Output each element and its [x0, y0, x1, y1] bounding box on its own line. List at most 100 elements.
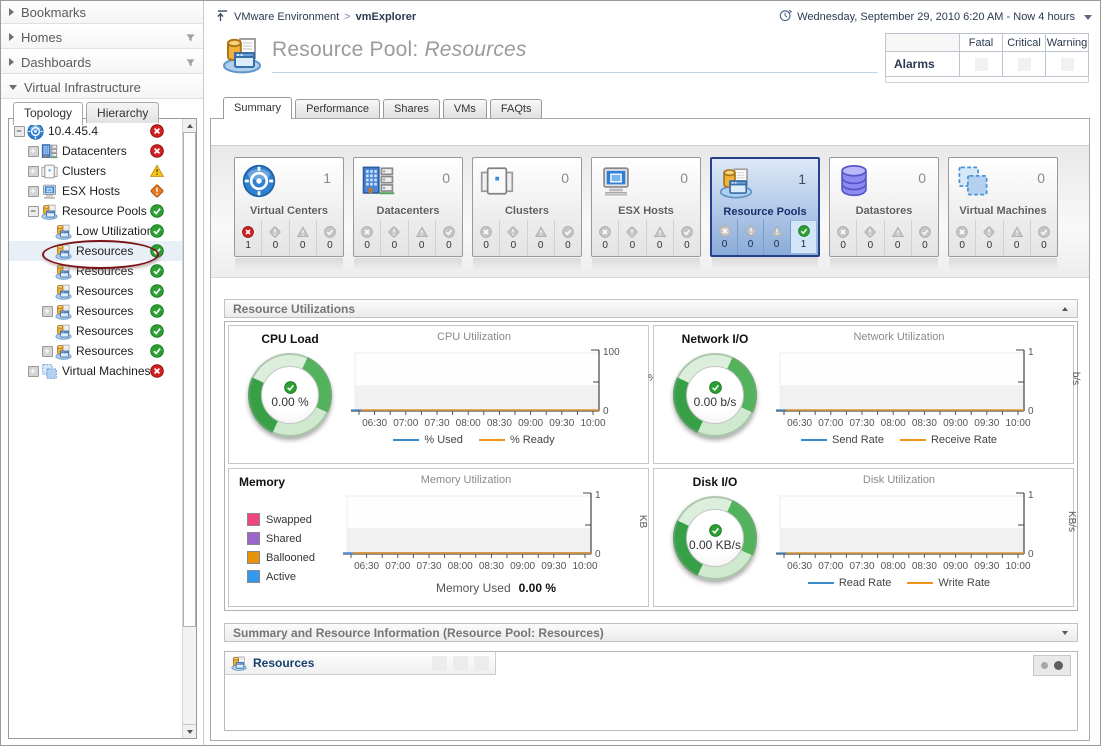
status-cell-fatal[interactable]: 0: [949, 220, 975, 256]
view-dot-icon[interactable]: [1041, 662, 1048, 669]
tree-scrollbar[interactable]: [182, 119, 196, 738]
y-axis-max-label: 1: [1028, 347, 1034, 358]
status-cell-normal[interactable]: 0: [672, 220, 700, 256]
legend-label: Receive Rate: [930, 434, 998, 446]
sidebar-section-dashboards[interactable]: Dashboards: [1, 51, 203, 74]
expand-toggle-icon[interactable]: +: [27, 365, 39, 377]
tile-datastores[interactable]: 0 Datastores 0 0 0 0: [829, 157, 939, 270]
view-dot-icon[interactable]: [1054, 661, 1063, 670]
normal-status-icon: [797, 224, 810, 237]
status-cell-warning[interactable]: 0: [288, 220, 316, 256]
status-cell-normal[interactable]: 1: [790, 220, 817, 254]
placeholder-badge: [474, 655, 489, 671]
sidebar-tab-topology[interactable]: Topology: [13, 102, 84, 125]
sidebar-section-bookmarks[interactable]: Bookmarks: [1, 1, 203, 24]
status-cell-critical[interactable]: 0: [975, 220, 1002, 256]
expand-toggle-icon[interactable]: +: [41, 345, 53, 357]
tree-node-low-utilization[interactable]: Low Utilization: [9, 221, 183, 241]
x-axis-tick-label: 06:30: [362, 418, 387, 429]
tree-node-clusters[interactable]: + Clusters: [9, 161, 183, 181]
status-cell-normal[interactable]: 0: [910, 220, 938, 256]
tab-shares[interactable]: Shares: [383, 99, 440, 118]
panel-title: Disk I/O: [692, 475, 738, 489]
status-cell-warning[interactable]: 0: [645, 220, 673, 256]
tile-datacenters[interactable]: 0 Datacenters 0 0 0 0: [353, 157, 463, 270]
tile-virtual-machines[interactable]: 0 Virtual Machines 0 0 0 0: [948, 157, 1058, 270]
status-cell-critical[interactable]: 0: [737, 219, 763, 255]
status-cell-critical[interactable]: 0: [856, 220, 883, 256]
tree-node-resources-selected[interactable]: Resources: [9, 241, 183, 261]
status-cell-normal[interactable]: 0: [315, 220, 343, 256]
expand-toggle-icon[interactable]: +: [41, 305, 53, 317]
status-cell-warning[interactable]: 0: [407, 220, 435, 256]
status-cell-normal[interactable]: 0: [553, 220, 581, 256]
time-range-selector[interactable]: Wednesday, September 29, 2010 6:20 AM - …: [779, 9, 1092, 25]
x-axis-tick-label: 09:00: [943, 561, 968, 572]
tree-node-resource-pools[interactable]: − Resource Pools: [9, 201, 183, 221]
expand-toggle-icon[interactable]: +: [27, 185, 39, 197]
tree-node-resources[interactable]: Resources: [9, 281, 183, 301]
status-cell-warning[interactable]: 0: [763, 219, 789, 255]
collapse-icon[interactable]: [1062, 307, 1068, 311]
legend-line-swatch: [393, 439, 420, 441]
tree-node-virtual-machines[interactable]: + Virtual Machines: [9, 361, 183, 381]
status-cell-warning[interactable]: 0: [1002, 220, 1030, 256]
status-cell-fatal[interactable]: 0: [473, 220, 499, 256]
tile-count: 0: [918, 170, 926, 186]
tile-esx-hosts[interactable]: 0 ESX Hosts 0 0 0 0: [591, 157, 701, 270]
status-cell-critical[interactable]: 0: [380, 220, 407, 256]
tile-count: 1: [798, 171, 806, 187]
sidebar-section-homes[interactable]: Homes: [1, 26, 203, 49]
tile-resource-pools-selected[interactable]: 1 Resource Pools 0 0 0 1: [710, 157, 820, 269]
filter-icon[interactable]: [186, 58, 195, 67]
alarms-value-critical[interactable]: [1003, 52, 1046, 77]
tab-vms[interactable]: VMs: [442, 99, 487, 118]
up-level-icon[interactable]: [216, 9, 229, 25]
tree-node-resources[interactable]: Resources: [9, 261, 183, 281]
collapse-toggle-icon[interactable]: −: [13, 125, 25, 137]
section-resource-utilizations[interactable]: Resource Utilizations: [224, 299, 1078, 318]
status-cell-fatal[interactable]: 0: [354, 220, 380, 256]
breadcrumb-root[interactable]: VMware Environment: [234, 11, 340, 23]
sidebar-section-virtual-infrastructure[interactable]: Virtual Infrastructure: [1, 76, 203, 99]
scrollbar-thumb[interactable]: [183, 132, 196, 628]
tree-node-resources[interactable]: + Resources: [9, 301, 183, 321]
expand-toggle-icon[interactable]: +: [27, 165, 39, 177]
tab-summary[interactable]: Summary: [223, 97, 293, 119]
expand-toggle-icon[interactable]: +: [27, 145, 39, 157]
status-cell-critical[interactable]: 0: [618, 220, 645, 256]
expand-icon[interactable]: [1062, 631, 1068, 635]
resource-pool-icon: [719, 165, 753, 204]
tree-node-datacenters[interactable]: + Datacenters: [9, 141, 183, 161]
sidebar: Bookmarks Homes Dashboards Virtual Infrastr…: [1, 1, 204, 745]
status-cell-fatal[interactable]: 0: [830, 220, 856, 256]
collapse-toggle-icon[interactable]: −: [27, 205, 39, 217]
filter-icon[interactable]: [186, 33, 195, 42]
tab-performance[interactable]: Performance: [295, 99, 381, 118]
status-cell-critical[interactable]: 0: [499, 220, 526, 256]
tile-clusters[interactable]: 0 Clusters 0 0 0 0: [472, 157, 582, 270]
status-cell-warning[interactable]: 0: [526, 220, 554, 256]
status-cell-normal[interactable]: 0: [1029, 220, 1057, 256]
section-summary-info[interactable]: Summary and Resource Information (Resour…: [224, 623, 1078, 642]
tree-node-label: Resources: [76, 344, 134, 358]
status-cell-fatal[interactable]: 0: [592, 220, 618, 256]
tab-faqts[interactable]: FAQts: [489, 99, 543, 118]
tree-node-10-4-45-4[interactable]: − 10.4.45.4: [9, 121, 183, 141]
status-cell-warning[interactable]: 0: [883, 220, 911, 256]
tree-node-resources[interactable]: Resources: [9, 321, 183, 341]
sidebar-tab-hierarchy[interactable]: Hierarchy: [86, 102, 160, 123]
alarms-value-fatal[interactable]: [960, 52, 1003, 77]
status-cell-critical[interactable]: 0: [261, 220, 288, 256]
scroll-down-button[interactable]: [183, 724, 196, 738]
normal-status-icon: [283, 381, 297, 394]
panel-view-controls[interactable]: [1033, 655, 1071, 676]
tile-virtual-centers[interactable]: 1 Virtual Centers 1 0 0 0: [234, 157, 344, 270]
status-cell-normal[interactable]: 0: [434, 220, 462, 256]
alarms-value-warning[interactable]: [1046, 52, 1089, 77]
status-cell-fatal[interactable]: 0: [712, 219, 737, 255]
tree-node-resources[interactable]: + Resources: [9, 341, 183, 361]
tree-node-esx-hosts[interactable]: + ESX Hosts: [9, 181, 183, 201]
page-title-name: Resources: [424, 38, 527, 61]
status-cell-fatal[interactable]: 1: [235, 220, 261, 256]
